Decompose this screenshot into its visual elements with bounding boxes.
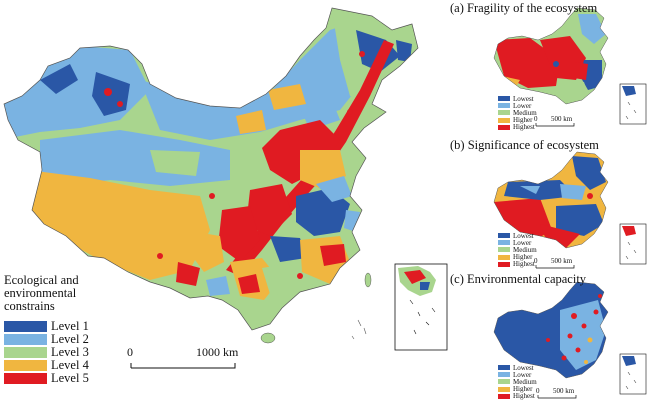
legend-label: Level 4 (51, 358, 89, 372)
legend-label: Higher (513, 253, 533, 262)
legend-label: Level 5 (51, 371, 89, 385)
legend-swatch (4, 321, 47, 332)
panel-a-scale-bar (535, 123, 575, 127)
panel-b-legend: Lowest Lower Medium Higher Highest (498, 232, 537, 268)
legend-label: Medium (513, 377, 537, 386)
legend-label: Highest (513, 123, 535, 132)
panel-c-inset (619, 353, 647, 395)
legend-swatch (4, 347, 47, 358)
island-dashes (351, 319, 367, 340)
main-scale-bar (130, 363, 236, 369)
legend-label: Level 3 (51, 345, 89, 359)
panel-c-title: (c) Environmental capacity (450, 272, 587, 286)
legend-label: Lowest (513, 363, 534, 372)
legend-item: Level 4 (4, 358, 89, 372)
legend-item: Level 2 (4, 332, 89, 346)
panel-c-scale-start: 0 (536, 387, 540, 395)
legend-label: Lower (513, 238, 532, 247)
legend-item: Level 5 (4, 371, 89, 385)
panel-a-scale-end: 500 km (551, 115, 573, 123)
legend-label: Lower (513, 370, 532, 379)
legend-swatch (4, 373, 47, 384)
panel-a-scale-start: 0 (534, 115, 538, 123)
south-china-sea-inset (394, 263, 448, 351)
legend-label: Medium (513, 245, 537, 254)
legend-label: Medium (513, 108, 537, 117)
legend-title: Ecological and environmental constrains (4, 273, 79, 313)
main-legend: Level 1 Level 2 Level 3 Level 4 Level 5 (4, 319, 89, 385)
taiwan-island (364, 272, 372, 288)
legend-label: Lowest (513, 231, 534, 240)
legend-label: Higher (513, 116, 533, 125)
panel-a-inset (619, 83, 647, 125)
legend-label: Level 1 (51, 319, 89, 333)
legend-label: Highest (513, 260, 535, 269)
panel-b-title: (b) Significance of ecosystem (450, 138, 599, 152)
panel-b-scale-start: 0 (534, 257, 538, 265)
panel-c-legend: Lowest Lower Medium Higher Highest (498, 364, 537, 400)
panel-a-legend: Lowest Lower Medium Higher Highest (498, 95, 537, 131)
main-scale-end: 1000 km (196, 345, 239, 359)
legend-item: Level 1 (4, 319, 89, 333)
panel-b-inset (619, 223, 647, 265)
panel-c-scale-end: 500 km (553, 387, 575, 395)
panel-a-map (494, 8, 608, 104)
panel-b-scale-bar (535, 265, 575, 269)
main-map-outline (3, 7, 419, 331)
legend-swatch (4, 334, 47, 345)
legend-label: Higher (513, 385, 533, 394)
panel-a-title: (a) Fragility of the ecosystem (450, 1, 598, 15)
legend-swatch (4, 360, 47, 371)
legend-label: Lowest (513, 94, 534, 103)
legend-item: Level 3 (4, 345, 89, 359)
panel-c-scale-bar (537, 395, 577, 399)
legend-label: Lower (513, 101, 532, 110)
hainan-island (260, 332, 276, 344)
main-scale-start: 0 (127, 345, 133, 359)
legend-label: Highest (513, 392, 535, 401)
legend-label: Level 2 (51, 332, 89, 346)
panel-b-scale-end: 500 km (551, 257, 573, 265)
